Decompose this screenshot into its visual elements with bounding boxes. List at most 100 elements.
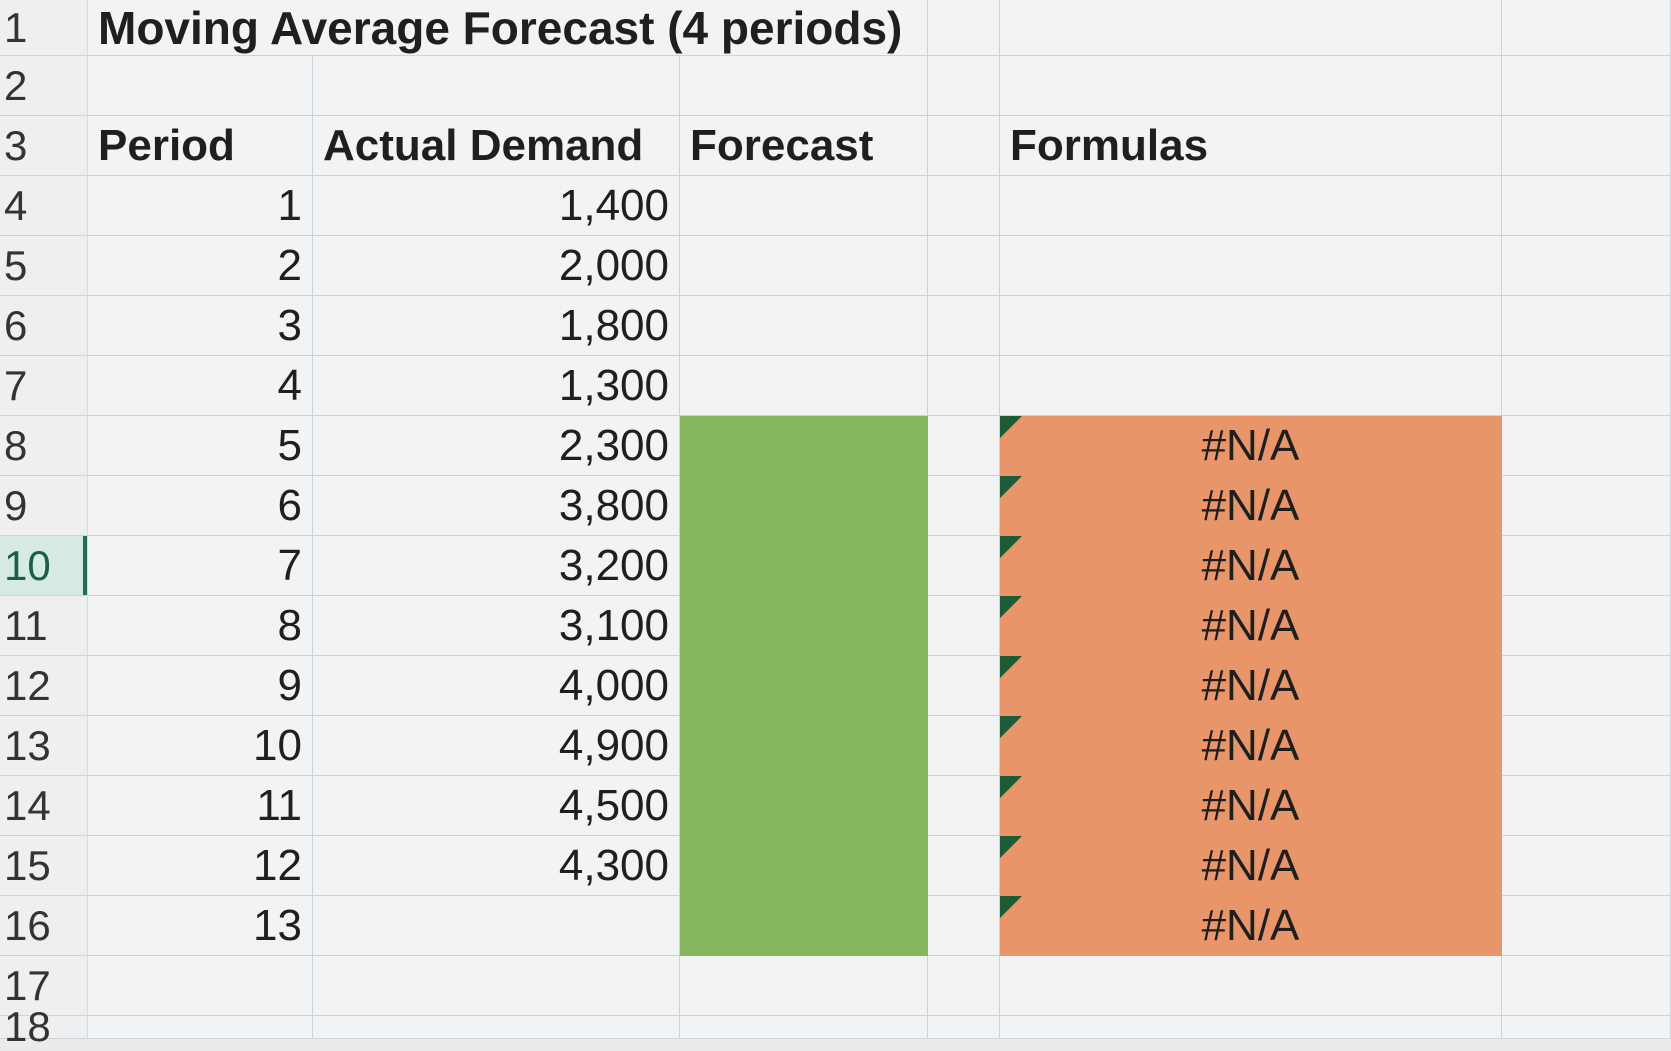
cell-E1[interactable] <box>928 0 1000 56</box>
header-period[interactable]: Period <box>88 116 313 176</box>
cell-empty[interactable] <box>1502 656 1671 716</box>
row-header-5[interactable]: 5 <box>0 236 88 296</box>
cell-empty[interactable] <box>928 776 1000 836</box>
formula-cell[interactable]: #N/A <box>1000 536 1502 596</box>
cell-empty[interactable] <box>1502 356 1671 416</box>
row-header-9[interactable]: 9 <box>0 476 88 536</box>
row-header-12[interactable]: 12 <box>0 656 88 716</box>
row-header-16[interactable]: 16 <box>0 896 88 956</box>
row-header-1[interactable]: 1 <box>0 0 88 56</box>
actual-demand-cell[interactable]: 1,800 <box>313 296 680 356</box>
cell-empty[interactable] <box>1502 476 1671 536</box>
formula-cell[interactable]: #N/A <box>1000 716 1502 776</box>
header-forecast[interactable]: Forecast <box>680 116 928 176</box>
formula-cell[interactable]: #N/A <box>1000 476 1502 536</box>
cell-empty[interactable] <box>313 1016 680 1039</box>
row-header-2[interactable]: 2 <box>0 56 88 116</box>
cell-empty[interactable] <box>928 416 1000 476</box>
row-header-17[interactable]: 17 <box>0 956 88 1016</box>
cell-empty[interactable] <box>1502 836 1671 896</box>
cell-empty[interactable] <box>1502 596 1671 656</box>
forecast-cell[interactable] <box>680 176 928 236</box>
cell-empty[interactable] <box>680 956 928 1016</box>
cell-empty[interactable] <box>928 896 1000 956</box>
cell-empty[interactable] <box>88 956 313 1016</box>
cell-empty[interactable] <box>1502 296 1671 356</box>
actual-demand-cell[interactable]: 2,000 <box>313 236 680 296</box>
actual-demand-cell[interactable] <box>313 896 680 956</box>
cell-empty[interactable] <box>1502 416 1671 476</box>
cell-empty[interactable] <box>88 1016 313 1039</box>
cell-empty[interactable] <box>1502 716 1671 776</box>
formula-cell[interactable]: #N/A <box>1000 836 1502 896</box>
row-header-18[interactable]: 18 <box>0 1003 88 1050</box>
formula-cell[interactable]: #N/A <box>1000 776 1502 836</box>
cell-empty[interactable] <box>928 176 1000 236</box>
actual-demand-cell[interactable]: 3,200 <box>313 536 680 596</box>
cell-empty[interactable] <box>928 296 1000 356</box>
formula-cell[interactable] <box>1000 296 1502 356</box>
header-formulas[interactable]: Formulas <box>1000 116 1502 176</box>
period-cell[interactable]: 10 <box>88 716 313 776</box>
cell-empty[interactable] <box>1502 776 1671 836</box>
cell-empty[interactable] <box>1000 56 1502 116</box>
forecast-cell[interactable] <box>680 776 928 836</box>
row-header-8[interactable]: 8 <box>0 416 88 476</box>
actual-demand-cell[interactable]: 3,100 <box>313 596 680 656</box>
period-cell[interactable]: 11 <box>88 776 313 836</box>
cell-empty[interactable] <box>928 116 1000 176</box>
period-cell[interactable]: 13 <box>88 896 313 956</box>
cell-F1[interactable] <box>1000 0 1502 56</box>
cell-empty[interactable] <box>1000 956 1502 1016</box>
period-cell[interactable]: 2 <box>88 236 313 296</box>
cell-empty[interactable] <box>928 476 1000 536</box>
actual-demand-cell[interactable]: 1,400 <box>313 176 680 236</box>
cell-empty[interactable] <box>1502 236 1671 296</box>
formula-cell[interactable] <box>1000 356 1502 416</box>
period-cell[interactable]: 8 <box>88 596 313 656</box>
cell-empty[interactable] <box>1502 956 1671 1016</box>
cell-empty[interactable] <box>1502 116 1671 176</box>
row-header-13[interactable]: 13 <box>0 716 88 776</box>
period-cell[interactable]: 1 <box>88 176 313 236</box>
cell-empty[interactable] <box>928 236 1000 296</box>
period-cell[interactable]: 9 <box>88 656 313 716</box>
actual-demand-cell[interactable]: 2,300 <box>313 416 680 476</box>
actual-demand-cell[interactable]: 4,000 <box>313 656 680 716</box>
forecast-cell[interactable] <box>680 356 928 416</box>
cell-empty[interactable] <box>680 1016 928 1039</box>
row-header-7[interactable]: 7 <box>0 356 88 416</box>
row-header-6[interactable]: 6 <box>0 296 88 356</box>
cell-G1[interactable] <box>1502 0 1671 56</box>
cell-empty[interactable] <box>313 56 680 116</box>
forecast-cell[interactable] <box>680 296 928 356</box>
cell-empty[interactable] <box>928 956 1000 1016</box>
forecast-cell[interactable] <box>680 716 928 776</box>
cell-empty[interactable] <box>928 356 1000 416</box>
period-cell[interactable]: 6 <box>88 476 313 536</box>
row-header-3[interactable]: 3 <box>0 116 88 176</box>
actual-demand-cell[interactable]: 3,800 <box>313 476 680 536</box>
forecast-cell[interactable] <box>680 476 928 536</box>
forecast-cell[interactable] <box>680 416 928 476</box>
forecast-cell[interactable] <box>680 896 928 956</box>
cell-empty[interactable] <box>1502 1016 1671 1039</box>
formula-cell[interactable]: #N/A <box>1000 896 1502 956</box>
period-cell[interactable]: 7 <box>88 536 313 596</box>
cell-empty[interactable] <box>928 656 1000 716</box>
forecast-cell[interactable] <box>680 236 928 296</box>
cell-empty[interactable] <box>928 836 1000 896</box>
row-header-15[interactable]: 15 <box>0 836 88 896</box>
sheet-title[interactable]: Moving Average Forecast (4 periods) <box>88 0 928 56</box>
forecast-cell[interactable] <box>680 656 928 716</box>
cell-empty[interactable] <box>928 536 1000 596</box>
row-header-10[interactable]: 10 <box>0 536 88 596</box>
cell-empty[interactable] <box>928 716 1000 776</box>
forecast-cell[interactable] <box>680 836 928 896</box>
actual-demand-cell[interactable]: 4,900 <box>313 716 680 776</box>
cell-empty[interactable] <box>88 56 313 116</box>
forecast-cell[interactable] <box>680 536 928 596</box>
formula-cell[interactable] <box>1000 236 1502 296</box>
cell-empty[interactable] <box>1502 536 1671 596</box>
cell-empty[interactable] <box>680 56 928 116</box>
